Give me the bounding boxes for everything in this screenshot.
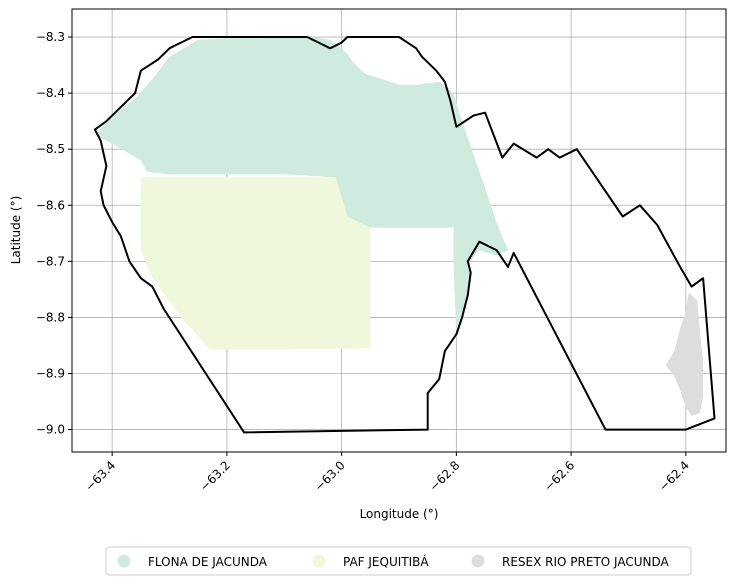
y-tick-label-0: −8.3: [36, 30, 65, 44]
x-tick-label-3: −62.8: [427, 458, 463, 494]
x-tick-label-4: −62.6: [541, 458, 577, 494]
y-tick-label-6: −8.9: [36, 366, 65, 380]
x-axis-label: Longitude (°): [360, 507, 439, 521]
legend-box: [105, 546, 692, 576]
area-resex-rio-preto-jacunda: [665, 292, 704, 416]
y-tick-label-3: −8.6: [36, 198, 65, 212]
area-polygons: [94, 37, 704, 416]
municipality-boundary: [93, 36, 716, 434]
legend-marker-1: [312, 554, 326, 568]
legend-label-2: RESEX RIO PRETO JACUNDA: [502, 555, 670, 569]
y-tick-label-4: −8.7: [36, 254, 65, 268]
area-paf-jequitib-: [140, 177, 371, 350]
plot-frame: [71, 8, 727, 453]
y-axis-label: Latitude (°): [9, 196, 23, 265]
legend-marker-0: [117, 554, 131, 568]
x-tick-label-2: −63.0: [312, 458, 348, 494]
area-flona-de-jacunda: [94, 37, 509, 340]
y-tick-label-1: −8.4: [36, 86, 65, 100]
legend-marker-2: [471, 554, 485, 568]
boundary-outline: [93, 36, 716, 434]
legend-label-0: FLONA DE JACUNDA: [148, 555, 268, 569]
y-tick-label-5: −8.8: [36, 310, 65, 324]
legend-label-1: PAF JEQUITIBÁ: [343, 554, 429, 569]
x-axis-ticks: −63.4 −63.2 −63.0 −62.8 −62.6 −62.4: [82, 452, 692, 494]
x-tick-label-1: −63.2: [197, 458, 233, 494]
y-axis-ticks: −8.3 −8.4 −8.5 −8.6 −8.7 −8.8 −8.9 −9.0: [36, 30, 72, 437]
x-tick-label-5: −62.4: [656, 458, 692, 494]
legend: FLONA DE JACUNDA PAF JEQUITIBÁ RESEX RIO P…: [105, 546, 692, 576]
y-tick-label-2: −8.5: [36, 142, 65, 156]
y-tick-label-7: −9.0: [36, 423, 65, 437]
x-tick-label-0: −63.4: [82, 458, 118, 494]
